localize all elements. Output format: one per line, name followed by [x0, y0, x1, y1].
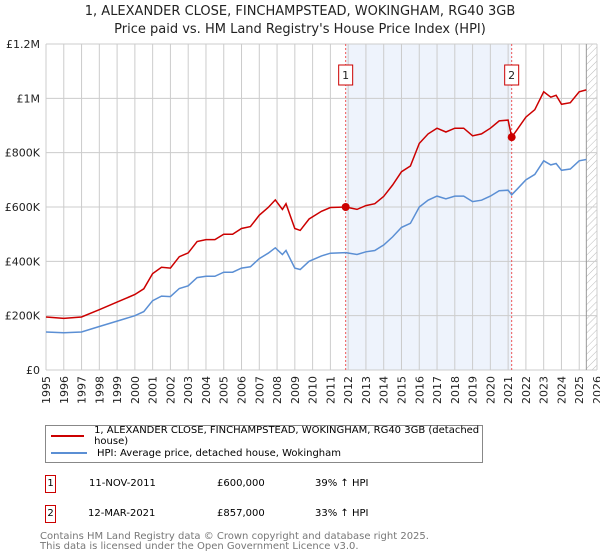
y-tick-label: £800K	[5, 147, 41, 160]
sale-marker-badge	[504, 64, 520, 86]
x-tick-label: 2020	[484, 376, 497, 404]
footer-licence: This data is licensed under the Open Gov…	[40, 541, 359, 552]
legend-item-hpi: HPI: Average price, detached house, Woki…	[46, 445, 341, 461]
chart-title: 1, ALEXANDER CLOSE, FINCHAMPSTEAD, WOKIN…	[84, 4, 516, 19]
sale-point	[507, 133, 516, 142]
sale-date: 12-MAR-2021	[88, 508, 156, 519]
y-tick-label: £600K	[5, 201, 41, 214]
x-tick-label: 2013	[360, 376, 373, 404]
sale-marker-badge	[338, 64, 354, 86]
x-tick-label: 2001	[147, 376, 160, 404]
x-tick-label: 2015	[395, 376, 408, 404]
x-tick-label: 2003	[182, 376, 195, 404]
series-line	[45, 158, 587, 334]
x-tick-label: 2018	[449, 376, 462, 404]
x-tick-label: 1998	[93, 376, 106, 404]
sale-marker-label: 1	[342, 69, 349, 82]
x-tick-label: 1996	[58, 376, 71, 404]
x-tick-label: 2017	[431, 376, 444, 404]
x-tick-label: 2009	[289, 376, 302, 404]
y-tick-label: £400K	[5, 255, 41, 268]
x-tick-label: 2014	[378, 376, 391, 404]
sale-hpi-delta: 33% ↑ HPI	[315, 508, 369, 519]
legend: 1, ALEXANDER CLOSE, FINCHAMPSTEAD, WOKIN…	[45, 425, 483, 463]
x-tick-label: 2026	[591, 376, 600, 404]
line-chart: 1995 1996 1997 1998 1999 2000 2001 2002 2003 2004…	[5, 38, 600, 404]
sale-price: £857,000	[217, 508, 265, 519]
x-tick-label: 2011	[324, 376, 337, 404]
x-tick-label: 1999	[111, 376, 124, 404]
x-tick-label: 1997	[76, 376, 89, 404]
x-tick-label: 2005	[218, 376, 231, 404]
legend-swatch	[51, 452, 87, 454]
sale-badge: 1	[45, 475, 56, 493]
sale-hpi-delta: 39% ↑ HPI	[315, 478, 369, 489]
x-tick-label: 2025	[573, 376, 586, 404]
legend-label: 1, ALEXANDER CLOSE, FINCHAMPSTEAD, WOKIN…	[94, 425, 480, 447]
sale-price: £600,000	[217, 478, 265, 489]
y-tick-label: £200K	[5, 310, 41, 323]
sale-badge: 2	[45, 505, 56, 523]
x-tick-label: 2012	[342, 376, 355, 404]
x-tick-label: 2019	[467, 376, 480, 404]
legend-swatch	[51, 435, 85, 437]
x-tick-label: 2016	[413, 376, 426, 404]
chart-subtitle: Price paid vs. HM Land Registry's House …	[114, 22, 486, 37]
x-tick-label: 2023	[538, 376, 551, 404]
x-tick-label: 2004	[200, 376, 213, 404]
sale-date: 11-NOV-2011	[89, 478, 156, 489]
sale-marker-label: 2	[508, 69, 515, 82]
x-tick-label: 1995	[40, 376, 53, 404]
y-tick-label: £0	[26, 364, 40, 377]
legend-item-property: 1, ALEXANDER CLOSE, FINCHAMPSTEAD, WOKIN…	[46, 425, 482, 447]
x-tick-label: 2021	[502, 376, 515, 404]
legend-label: HPI: Average price, detached house, Woki…	[97, 447, 341, 459]
x-tick-label: 2022	[520, 376, 533, 404]
x-tick-label: 2010	[307, 376, 320, 404]
y-tick-label: £1M	[17, 92, 41, 105]
y-tick-label: £1.2M	[6, 38, 40, 51]
x-tick-label: 2008	[271, 376, 284, 404]
sale-point	[341, 203, 350, 211]
x-tick-label: 2007	[253, 376, 266, 404]
footer-copyright: Contains HM Land Registry data © Crown c…	[40, 531, 429, 542]
x-tick-label: 2006	[236, 376, 249, 404]
x-tick-label: 2024	[555, 376, 568, 404]
x-tick-label: 2000	[129, 376, 142, 404]
x-tick-label: 2002	[164, 376, 177, 404]
